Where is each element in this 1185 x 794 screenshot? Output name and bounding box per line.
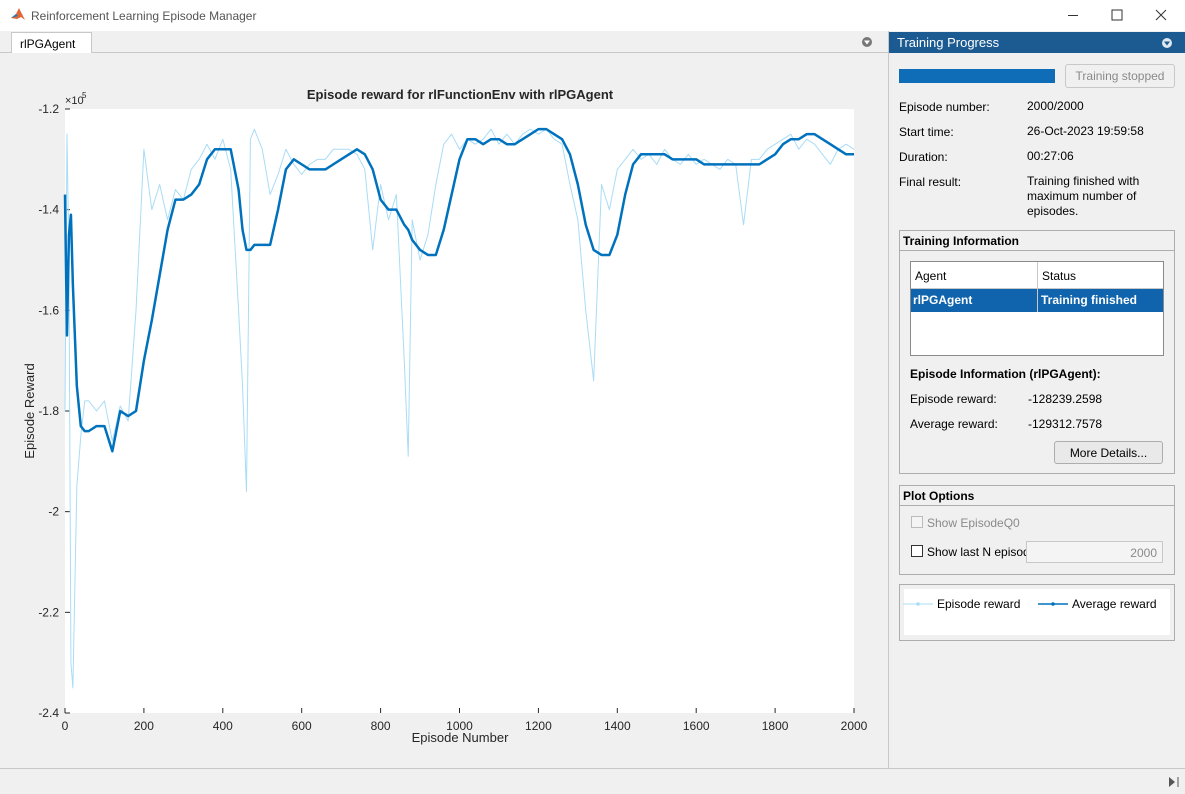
checkbox[interactable] [911,516,923,528]
y-tick-label: -1.4 [38,203,59,217]
x-tick-label: 1200 [525,719,552,733]
plot-options-group: Plot Options [899,485,1175,575]
field-label: Start time: [899,125,954,139]
training-info-group: Training Information [899,230,1175,474]
agent-tab[interactable]: rlPGAgent [11,32,92,53]
field-value: Training finished with maximum number of… [1027,174,1140,218]
tab-line [0,52,888,53]
field-value: -129312.7578 [1028,417,1103,431]
chart: Episode reward for rlFunctionEnv with rl… [22,87,868,745]
episode-info-title: Episode Information (rlPGAgent): [910,367,1101,381]
field-value: 2000/2000 [1027,99,1084,113]
title-bar: Reinforcement Learning Episode Manager [0,0,1185,31]
panel-menu[interactable] [1161,37,1173,49]
y-exponent: 5 [82,91,87,100]
window-controls [1068,9,1167,21]
legend-label: Episode reward [937,597,1020,611]
column-divider [1037,289,1038,312]
y-tick-label: -2.4 [38,706,59,720]
field-label: Average reward: [910,417,998,431]
column-header: Agent [915,269,947,283]
y-tick-label: -1.8 [38,404,59,418]
maximize-button[interactable] [1111,9,1123,21]
x-tick-label: 1000 [446,719,473,733]
column-divider [1037,262,1038,288]
window-title: Reinforcement Learning Episode Manager [31,9,257,23]
more-details-button[interactable]: More Details... [1054,441,1163,464]
x-tick-label: 400 [213,719,233,733]
group-header: Training Information [900,231,1174,251]
legend-items: Episode reward Average reward [903,597,1157,611]
group-header: Plot Options [900,486,1174,506]
table-row[interactable]: rlPGAgent Training finished [911,289,1163,312]
status-bar [0,768,1185,794]
y-tick-label: -2 [48,505,59,519]
legend-label: Average reward [1072,597,1157,611]
legend-group [899,584,1175,641]
chart-title: Episode reward for rlFunctionEnv with rl… [307,87,614,102]
x-axis-label: Episode Number [412,730,509,745]
series-line [63,127,854,453]
option-label: Show EpisodeQ0 [927,516,1020,530]
x-tick-label: 0 [62,719,69,733]
close-button[interactable] [1155,9,1167,21]
progress-bar [899,69,1055,83]
tab-menu[interactable] [861,36,873,48]
table-header: Agent Status [911,262,1163,289]
y-tick-label: -1.6 [38,303,59,317]
x-tick-label: 200 [134,719,154,733]
field-label: Final result: [899,175,962,189]
column-header: Status [1042,269,1077,283]
y-axis-label: Episode Reward [22,363,37,458]
status-toggle[interactable] [1168,776,1180,788]
cell: Training finished [1041,293,1138,307]
x-tick-label: 1600 [683,719,710,733]
app-icon [11,8,25,20]
stop-button[interactable]: Training stopped [1065,64,1175,88]
agent-table: Agent Status rlPGAgent Training finished [910,261,1164,356]
field-value: 26-Oct-2023 19:59:58 [1027,124,1144,138]
legend [904,589,1170,635]
field-label: Episode number: [899,100,990,114]
y-tick-label: -2.2 [38,605,59,619]
y-tick-label: -1.2 [38,102,59,116]
y-multiplier: ×10 [65,95,84,107]
field-label: Episode reward: [910,392,997,406]
field-label: Duration: [899,150,948,164]
x-tick-label: 1800 [762,719,789,733]
cell: rlPGAgent [913,293,973,307]
x-tick-label: 800 [371,719,391,733]
episodes-input[interactable]: 2000 [1026,541,1163,563]
field-value: -128239.2598 [1028,392,1103,406]
legend-marker [1051,602,1055,606]
x-tick-label: 2000 [841,719,868,733]
panel-header: Training Progress [889,32,1185,53]
checkbox[interactable] [911,545,923,557]
x-tick-label: 1400 [604,719,631,733]
plot-area [65,109,854,713]
legend-marker [916,602,920,606]
side-panel [889,31,1185,768]
option-label: Show last N episodes [927,545,1043,559]
x-tick-label: 600 [292,719,312,733]
field-value: 00:27:06 [1027,149,1074,163]
